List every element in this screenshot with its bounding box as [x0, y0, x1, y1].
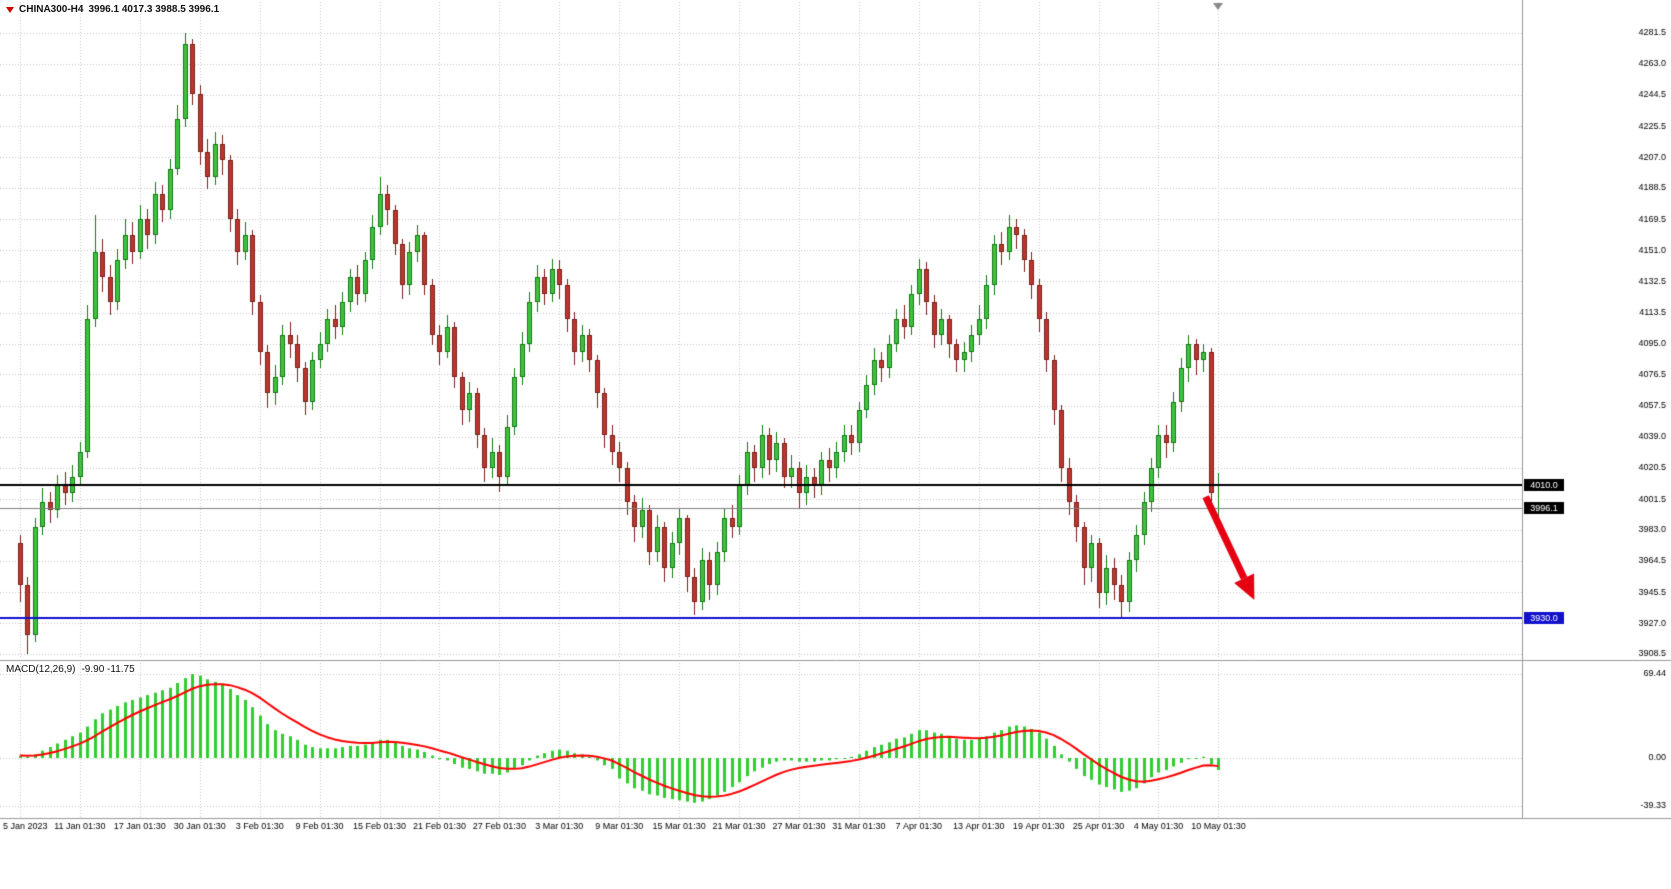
- macd-current-values: -9.90 -11.75: [81, 664, 135, 675]
- symbol-name: CHINA300-H4: [19, 4, 84, 15]
- symbol-dropdown-icon[interactable]: [6, 6, 14, 13]
- macd-indicator-label: MACD(12,26,9) -9.90 -11.75: [6, 664, 135, 675]
- symbol-header: CHINA300-H4 3996.1 4017.3 3988.5 3996.1: [6, 4, 219, 15]
- symbol-ohlc-values: 3996.1 4017.3 3988.5 3996.1: [88, 4, 220, 15]
- macd-name: MACD(12,26,9): [6, 664, 76, 675]
